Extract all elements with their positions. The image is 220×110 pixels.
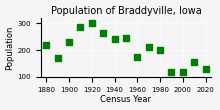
Title: Population of Braddyville, Iowa: Population of Braddyville, Iowa	[51, 6, 201, 16]
Point	[192, 61, 196, 63]
Point	[90, 22, 94, 24]
Point	[147, 46, 150, 48]
X-axis label: Census Year: Census Year	[100, 95, 151, 104]
Point	[67, 41, 71, 43]
Point	[170, 71, 173, 72]
Point	[124, 37, 128, 39]
Point	[113, 38, 116, 40]
Point	[136, 56, 139, 58]
Point	[158, 49, 162, 51]
Point	[44, 44, 48, 46]
Point	[101, 32, 105, 33]
Point	[56, 57, 59, 59]
Y-axis label: Population: Population	[6, 25, 15, 70]
Point	[181, 71, 185, 72]
Point	[204, 68, 207, 70]
Point	[79, 26, 82, 28]
